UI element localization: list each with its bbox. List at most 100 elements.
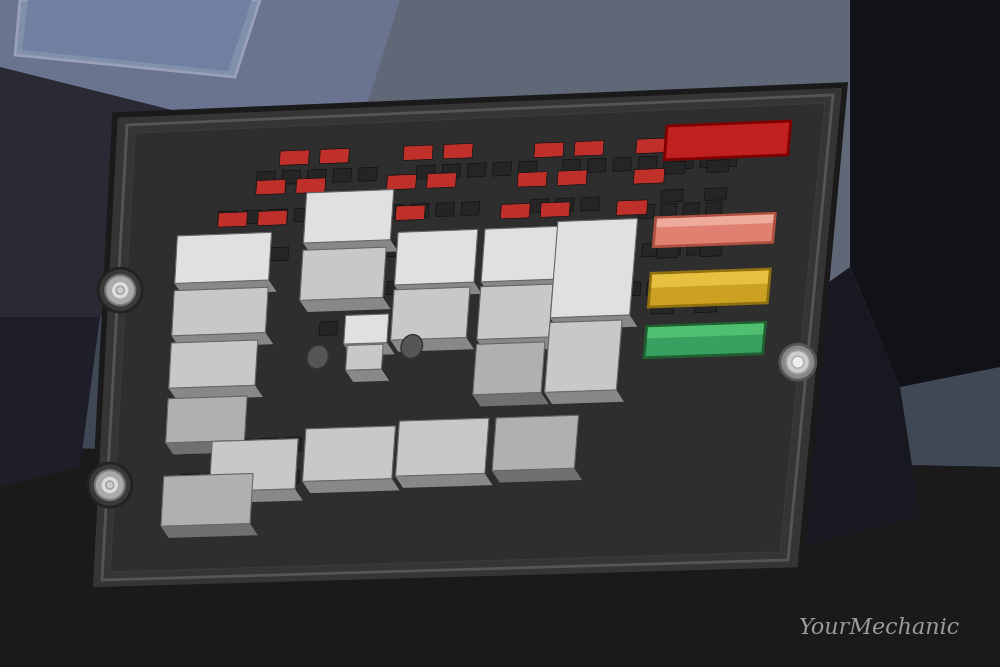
Polygon shape — [545, 323, 558, 404]
Polygon shape — [537, 241, 556, 256]
Polygon shape — [394, 282, 482, 297]
Polygon shape — [678, 155, 694, 169]
Polygon shape — [656, 214, 774, 227]
Polygon shape — [683, 203, 700, 217]
Polygon shape — [410, 203, 429, 217]
Polygon shape — [194, 249, 213, 263]
Polygon shape — [704, 187, 727, 201]
Polygon shape — [724, 124, 740, 138]
Polygon shape — [660, 203, 677, 217]
Polygon shape — [722, 153, 737, 167]
Polygon shape — [396, 418, 489, 476]
Circle shape — [111, 281, 129, 299]
Polygon shape — [396, 474, 493, 488]
Polygon shape — [196, 397, 215, 411]
Polygon shape — [358, 167, 377, 181]
Circle shape — [95, 470, 125, 500]
Polygon shape — [256, 179, 286, 195]
Polygon shape — [219, 249, 238, 263]
Polygon shape — [303, 240, 398, 255]
Polygon shape — [523, 233, 553, 249]
Polygon shape — [483, 235, 513, 251]
Polygon shape — [492, 418, 504, 482]
Polygon shape — [0, 267, 1000, 467]
Polygon shape — [270, 247, 289, 261]
Polygon shape — [473, 344, 484, 406]
Polygon shape — [279, 150, 309, 165]
Polygon shape — [644, 322, 766, 358]
Polygon shape — [110, 103, 825, 572]
Polygon shape — [172, 333, 273, 348]
Polygon shape — [281, 471, 300, 484]
Polygon shape — [183, 440, 202, 454]
Polygon shape — [461, 201, 480, 215]
Polygon shape — [702, 215, 725, 229]
Polygon shape — [467, 163, 486, 177]
Polygon shape — [225, 325, 244, 339]
Polygon shape — [344, 314, 389, 344]
Polygon shape — [636, 138, 667, 153]
Polygon shape — [202, 287, 221, 301]
Polygon shape — [545, 320, 622, 392]
Polygon shape — [436, 241, 455, 255]
Polygon shape — [540, 202, 570, 217]
Polygon shape — [0, 0, 1000, 357]
Polygon shape — [161, 524, 258, 538]
Polygon shape — [700, 154, 715, 168]
Polygon shape — [200, 325, 219, 340]
Polygon shape — [850, 0, 1000, 387]
Polygon shape — [319, 148, 349, 164]
Polygon shape — [209, 442, 220, 503]
Polygon shape — [477, 337, 557, 352]
Polygon shape — [664, 242, 681, 256]
Polygon shape — [654, 273, 676, 286]
Polygon shape — [269, 209, 288, 223]
Polygon shape — [233, 439, 252, 453]
Polygon shape — [169, 386, 263, 400]
Polygon shape — [624, 282, 641, 296]
Polygon shape — [562, 241, 582, 255]
Polygon shape — [656, 245, 679, 258]
Polygon shape — [697, 271, 720, 285]
Polygon shape — [638, 204, 655, 219]
Polygon shape — [647, 323, 764, 338]
Polygon shape — [550, 219, 638, 317]
Polygon shape — [206, 473, 225, 487]
Polygon shape — [256, 472, 275, 486]
Polygon shape — [518, 161, 537, 175]
Polygon shape — [705, 202, 722, 216]
Polygon shape — [0, 0, 400, 127]
Polygon shape — [360, 243, 379, 257]
Polygon shape — [361, 281, 380, 295]
Polygon shape — [391, 338, 474, 352]
Polygon shape — [473, 342, 545, 395]
Polygon shape — [669, 280, 686, 294]
Circle shape — [116, 286, 124, 294]
Polygon shape — [0, 67, 180, 317]
Polygon shape — [394, 232, 406, 297]
Polygon shape — [303, 189, 394, 243]
Polygon shape — [695, 300, 717, 313]
Polygon shape — [481, 229, 493, 293]
Polygon shape — [346, 346, 355, 382]
Polygon shape — [481, 226, 561, 282]
Polygon shape — [687, 241, 704, 255]
Polygon shape — [319, 321, 338, 336]
Polygon shape — [394, 229, 478, 285]
Circle shape — [106, 481, 114, 489]
Polygon shape — [209, 489, 303, 503]
Polygon shape — [176, 303, 206, 319]
Polygon shape — [648, 269, 770, 307]
Polygon shape — [492, 468, 582, 482]
Polygon shape — [175, 236, 185, 295]
Polygon shape — [303, 429, 314, 493]
Polygon shape — [175, 280, 277, 295]
Polygon shape — [481, 279, 565, 293]
Polygon shape — [370, 319, 388, 334]
Polygon shape — [208, 440, 227, 454]
Polygon shape — [699, 243, 722, 257]
Polygon shape — [651, 301, 674, 314]
Polygon shape — [702, 125, 718, 139]
Polygon shape — [221, 396, 240, 410]
Polygon shape — [218, 212, 248, 227]
